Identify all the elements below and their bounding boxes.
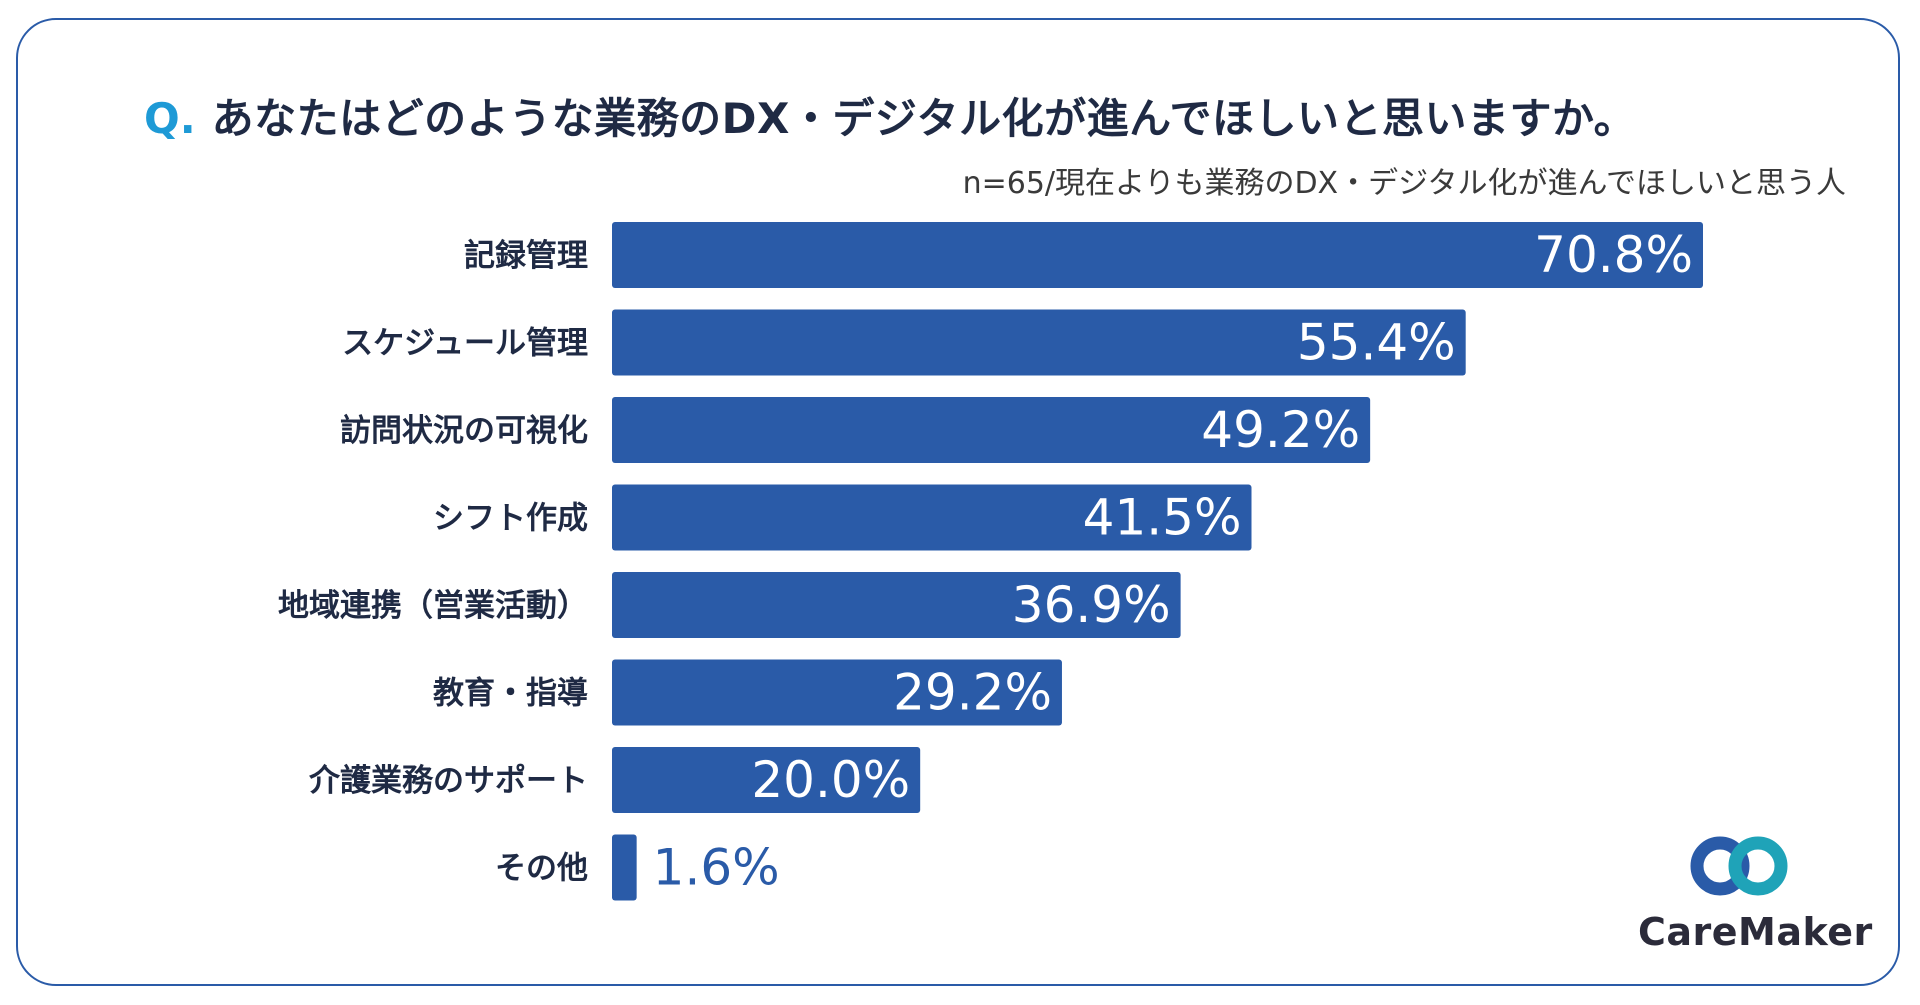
- category-label: 記録管理: [464, 238, 588, 274]
- category-label: 訪問状況の可視化: [340, 413, 588, 449]
- bar: [612, 659, 1062, 726]
- sample-note: n=65/現在よりも業務のDX・デジタル化が進んでほしいと思う人: [962, 166, 1846, 201]
- question-mark-label: Q.: [144, 94, 196, 143]
- brand-name: CareMaker: [1638, 910, 1873, 954]
- bar: [612, 397, 1371, 463]
- category-label: 地域連携（営業活動）: [278, 588, 588, 624]
- value-label: 20.0%: [751, 751, 910, 809]
- bar: [612, 309, 1466, 376]
- value-label: 1.6%: [653, 839, 780, 897]
- category-label: スケジュール管理: [342, 326, 588, 362]
- bar: [612, 572, 1181, 638]
- chart-title: あなたはどのような業務のDX・デジタル化が進んでほしいと思いますか。: [211, 94, 1637, 143]
- category-label: 介護業務のサポート: [308, 763, 588, 799]
- value-label: 55.4%: [1297, 314, 1456, 372]
- value-label: 41.5%: [1083, 489, 1242, 547]
- bar: [612, 834, 637, 901]
- bar: [612, 484, 1252, 551]
- value-label: 70.8%: [1534, 226, 1693, 284]
- value-label: 49.2%: [1201, 401, 1360, 459]
- category-label: 教育・指導: [433, 676, 588, 712]
- bar: [612, 222, 1703, 288]
- value-label: 36.9%: [1012, 576, 1171, 634]
- value-label: 29.2%: [893, 664, 1052, 722]
- category-label: その他: [495, 851, 588, 887]
- category-label: シフト作成: [433, 501, 588, 537]
- bar: [612, 747, 921, 813]
- caremaker-logo-icon: [1690, 836, 1788, 896]
- question-header: Q. あなたはどのような業務のDX・デジタル化が進んでほしいと思いますか。: [144, 85, 1636, 145]
